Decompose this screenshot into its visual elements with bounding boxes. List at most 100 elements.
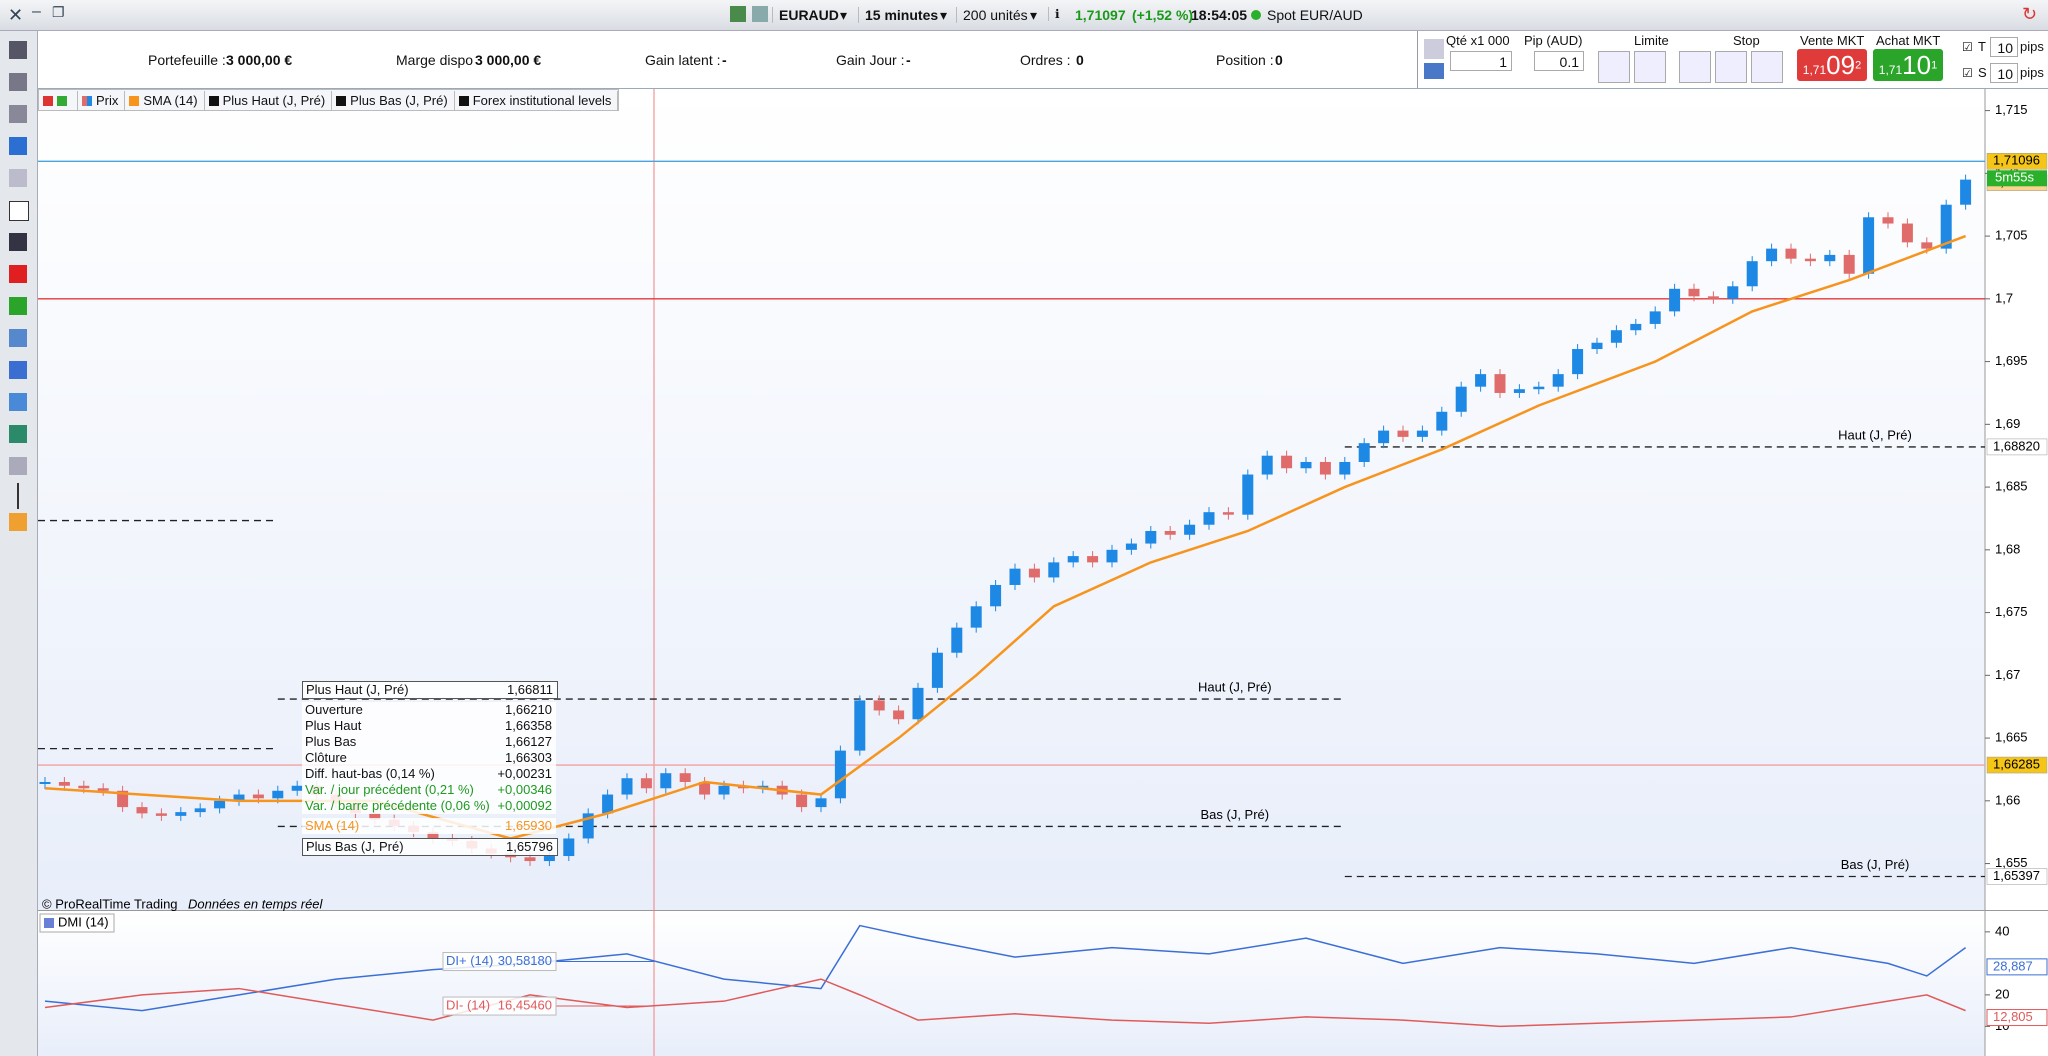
tooltip-label: SMA (14) (305, 818, 360, 833)
candle (1688, 288, 1700, 297)
legend-icons[interactable] (39, 91, 78, 111)
tp-label: T (1978, 39, 1986, 54)
limit-sell-button[interactable] (1634, 51, 1666, 83)
stop-buy-button[interactable] (1679, 51, 1711, 83)
tool-trend[interactable] (9, 513, 27, 531)
account-value: 3 000,00 € (475, 52, 542, 68)
price-badge-label: 1,68820 (1993, 438, 2040, 453)
candle (640, 778, 652, 789)
last-price: 1,71097 (1075, 7, 1126, 23)
buy-button[interactable]: 1,71101 (1873, 49, 1943, 81)
tooltip-row: Plus Bas (J, Pré) 1,65796 (302, 838, 558, 856)
y-tick-label: 1,67 (1995, 667, 2020, 682)
legend-item[interactable]: Forex institutional levels (455, 91, 619, 111)
candle (1494, 374, 1506, 393)
limit-buy-button[interactable] (1598, 51, 1630, 83)
sell-button[interactable]: 1,71092 (1797, 49, 1867, 81)
y-tick-label: 1,665 (1995, 730, 2028, 745)
tooltip-label: Plus Bas (J, Pré) (306, 839, 404, 854)
dropdown-arrow[interactable]: ▾ (940, 7, 948, 23)
dmi-pane (38, 911, 1985, 1056)
timeframe-select[interactable]: 15 minutes (858, 7, 944, 23)
tool-sell-arrow[interactable] (9, 265, 27, 283)
tool-percent[interactable] (9, 393, 27, 411)
candle (1300, 461, 1312, 469)
clock: 18:54:05 (1191, 7, 1248, 23)
candle (1106, 549, 1118, 563)
level-label: Bas (J, Pré) (1200, 807, 1269, 822)
candle (1707, 296, 1719, 299)
candle (931, 652, 943, 688)
legend: Prix SMA (14) Plus Haut (J, Pré) Plus Bas (… (38, 89, 620, 111)
tooltip-row: Ouverture 1,66210 (302, 702, 556, 718)
tool-rectangle[interactable] (9, 361, 27, 379)
candle (369, 813, 381, 820)
dmi-title-box (39, 913, 115, 933)
tool-settings[interactable] (9, 73, 27, 91)
tp-input[interactable]: 10 (1990, 37, 2018, 57)
legend-item[interactable]: Plus Bas (J, Pré) (332, 91, 455, 111)
tool-zoom[interactable] (9, 329, 27, 347)
level-label: Haut (J, Pré) (1838, 427, 1912, 442)
sl-checkbox[interactable]: ☑ (1962, 66, 1973, 80)
info-icon[interactable]: ℹ (1048, 7, 1066, 21)
candle (194, 808, 206, 813)
compare-icon[interactable] (752, 6, 768, 22)
tool-line[interactable] (9, 41, 27, 59)
tool-segment[interactable] (9, 233, 27, 251)
quantity-select[interactable]: 200 unités (956, 7, 1034, 23)
stop-sell-button[interactable] (1715, 51, 1747, 83)
dmi-axis-label: 28,887 (1993, 958, 2033, 973)
dmi-axis-label: 12,805 (1993, 1009, 2033, 1024)
tool-delete[interactable] (9, 105, 27, 123)
copyright: © ProRealTime Trading (42, 896, 178, 911)
chart-type-icon[interactable] (730, 6, 746, 22)
dmi-value-box (442, 952, 557, 972)
candle (1824, 254, 1836, 262)
tp-checkbox[interactable]: ☑ (1962, 40, 1973, 54)
close-icon[interactable]: ✕ (8, 5, 24, 25)
candle (1630, 323, 1642, 331)
price-change: (+1,52 %) (1132, 7, 1194, 23)
legend-item[interactable]: Plus Haut (J, Pré) (205, 91, 333, 111)
account-label: Ordres : (1020, 52, 1071, 68)
qty-input[interactable]: 1 (1450, 51, 1512, 71)
tooltip-value: 1,65930 (505, 818, 552, 833)
candle (912, 687, 924, 720)
instrument-select[interactable]: EURAUD (772, 7, 845, 23)
realtime-note: Données en temps réel (188, 896, 324, 911)
candle (1339, 461, 1351, 475)
tool-copy[interactable] (9, 169, 27, 187)
tooltip-row: Clôture 1,66303 (302, 750, 556, 766)
tooltip-label: Ouverture (305, 702, 363, 717)
candle (699, 781, 711, 795)
tool-fibonacci[interactable] (9, 425, 27, 443)
candle (1610, 330, 1622, 343)
candle (1242, 474, 1254, 515)
dmi-line (44, 978, 1966, 1028)
legend-item[interactable]: SMA (14) (125, 91, 205, 111)
candle (1028, 568, 1040, 578)
settings-icon[interactable] (1424, 39, 1444, 59)
tool-buy-arrow[interactable] (9, 297, 27, 315)
pip-input[interactable]: 0.1 (1534, 51, 1584, 71)
stop-other-button[interactable] (1751, 51, 1783, 83)
sl-input[interactable]: 10 (1990, 63, 2018, 83)
minimize-icon[interactable]: – (32, 3, 41, 20)
tool-move[interactable] (9, 137, 27, 155)
candle (718, 785, 730, 795)
legend-item[interactable]: Prix (78, 91, 126, 111)
tool-vertical-line[interactable] (17, 483, 19, 509)
tooltip-row: Var. / jour précédent (0,21 %) +0,00346 (302, 782, 556, 798)
tool-text[interactable] (9, 201, 29, 221)
dmi-name: DI- (14) (446, 997, 490, 1012)
keyboard-icon[interactable] (1424, 63, 1444, 79)
dropdown-arrow[interactable]: ▾ (1030, 7, 1038, 23)
candle (1804, 258, 1816, 262)
dropdown-arrow[interactable]: ▾ (840, 7, 848, 23)
candle (524, 857, 536, 862)
refresh-icon[interactable]: ↻ (2022, 4, 2038, 24)
tool-pointer[interactable] (9, 457, 27, 475)
restore-icon[interactable]: ❐ (52, 4, 65, 20)
tooltip-value: +0,00346 (497, 782, 552, 797)
